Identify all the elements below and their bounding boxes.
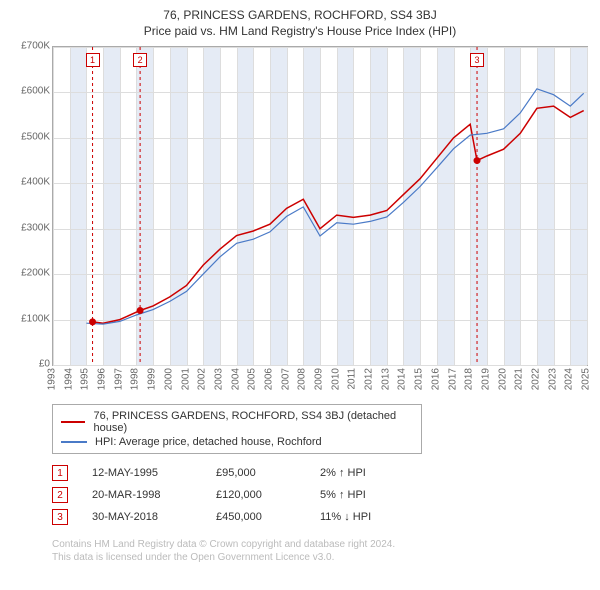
y-axis: £0£100K£200K£300K£400K£500K£600K£700K [12,46,52,366]
x-tick-label: 2000 [163,368,174,390]
x-tick-label: 2017 [447,368,458,390]
x-tick-label: 1993 [47,368,58,390]
x-tick-label: 2005 [247,368,258,390]
chart-svg [53,47,587,365]
sale-marker-badge: 2 [133,53,147,67]
sale-row-date: 12-MAY-1995 [92,467,192,479]
x-tick-label: 1995 [80,368,91,390]
sale-row-hpi: 5% ↑ HPI [320,489,410,501]
sale-row: 3 30-MAY-2018 £450,000 11% ↓ HPI [52,506,572,528]
sale-row: 1 12-MAY-1995 £95,000 2% ↑ HPI [52,462,572,484]
x-tick-label: 1996 [97,368,108,390]
x-tick-label: 2012 [364,368,375,390]
legend-item: HPI: Average price, detached house, Roch… [61,435,413,449]
x-tick-label: 2022 [530,368,541,390]
legend-label: 76, PRINCESS GARDENS, ROCHFORD, SS4 3BJ … [93,410,413,434]
chart-plot-area: 1 2 3 [52,46,588,366]
x-tick-label: 2023 [547,368,558,390]
x-tick-label: 2003 [213,368,224,390]
gridline-v [587,47,588,365]
sale-marker-badge: 1 [86,53,100,67]
x-tick-label: 2018 [464,368,475,390]
legend-swatch [61,421,85,423]
chart-legend: 76, PRINCESS GARDENS, ROCHFORD, SS4 3BJ … [52,404,422,454]
footer-attribution: Contains HM Land Registry data © Crown c… [52,538,588,564]
y-tick-label: £100K [21,313,50,324]
x-tick-label: 1997 [113,368,124,390]
sale-row: 2 20-MAR-1998 £120,000 5% ↑ HPI [52,484,572,506]
series-line [93,106,584,323]
x-tick-label: 2013 [380,368,391,390]
y-tick-label: £400K [21,177,50,188]
series-line [86,89,583,324]
x-tick-label: 2015 [414,368,425,390]
x-tick-label: 2006 [263,368,274,390]
x-tick-label: 1999 [147,368,158,390]
sale-marker-dot [89,318,96,325]
x-tick-label: 2004 [230,368,241,390]
x-tick-label: 2010 [330,368,341,390]
sale-marker-badge: 3 [470,53,484,67]
sale-row-badge: 1 [52,465,68,481]
y-tick-label: £700K [21,41,50,52]
x-tick-label: 2024 [564,368,575,390]
x-tick-label: 2019 [480,368,491,390]
sale-row-date: 30-MAY-2018 [92,511,192,523]
sale-row-badge: 3 [52,509,68,525]
footer-line-2: This data is licensed under the Open Gov… [52,551,588,564]
y-tick-label: £500K [21,131,50,142]
x-tick-label: 2008 [297,368,308,390]
legend-swatch [61,441,87,443]
legend-item: 76, PRINCESS GARDENS, ROCHFORD, SS4 3BJ … [61,409,413,435]
sale-row-price: £120,000 [216,489,296,501]
y-tick-label: £300K [21,222,50,233]
x-tick-label: 2014 [397,368,408,390]
chart-title: 76, PRINCESS GARDENS, ROCHFORD, SS4 3BJ [12,8,588,22]
x-tick-label: 2025 [581,368,592,390]
sale-row-badge: 2 [52,487,68,503]
sale-marker-dot [474,157,481,164]
x-tick-label: 2007 [280,368,291,390]
x-tick-label: 2016 [430,368,441,390]
legend-label: HPI: Average price, detached house, Roch… [95,436,322,448]
sale-row-hpi: 11% ↓ HPI [320,511,410,523]
chart-subtitle: Price paid vs. HM Land Registry's House … [12,24,588,38]
x-tick-label: 2009 [314,368,325,390]
y-tick-label: £200K [21,268,50,279]
sales-table: 1 12-MAY-1995 £95,000 2% ↑ HPI 2 20-MAR-1998 £… [52,462,572,528]
x-tick-label: 2020 [497,368,508,390]
x-tick-label: 2002 [197,368,208,390]
footer-line-1: Contains HM Land Registry data © Crown c… [52,538,588,551]
sale-row-hpi: 2% ↑ HPI [320,467,410,479]
sale-row-price: £95,000 [216,467,296,479]
x-axis: 1993199419951996199719981999200020012002… [52,366,588,396]
x-tick-label: 1994 [63,368,74,390]
x-tick-label: 2001 [180,368,191,390]
x-tick-label: 1998 [130,368,141,390]
sale-row-price: £450,000 [216,511,296,523]
sale-marker-dot [137,307,144,314]
y-tick-label: £600K [21,86,50,97]
x-tick-label: 2021 [514,368,525,390]
sale-row-date: 20-MAR-1998 [92,489,192,501]
x-tick-label: 2011 [347,368,358,390]
